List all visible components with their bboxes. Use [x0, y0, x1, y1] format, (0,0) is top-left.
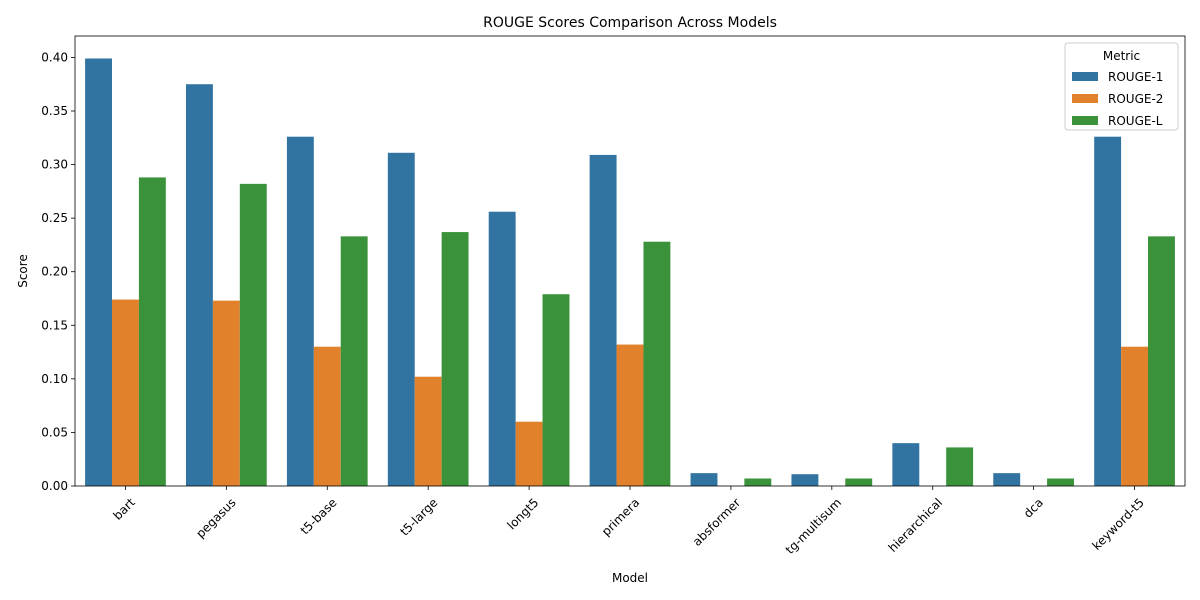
legend-swatch-rouge-2	[1072, 94, 1098, 103]
bar-rouge-l-hierarchical	[946, 447, 974, 486]
legend-swatch-rouge-1	[1072, 72, 1098, 81]
bar-rouge-1-longt5	[488, 211, 516, 486]
bar-rouge-l-t5-large	[441, 232, 469, 486]
chart-title: ROUGE Scores Comparison Across Models	[483, 15, 777, 31]
x-axis-label: Model	[612, 571, 648, 585]
bar-rouge-2-t5-large	[414, 376, 442, 486]
bar-rouge-1-hierarchical	[892, 443, 920, 486]
y-tick-label: 0.05	[41, 425, 68, 439]
bar-rouge-l-dca	[1047, 478, 1074, 486]
x-tick-label: tg-multisum	[783, 495, 844, 556]
bar-rouge-2-keyword-t5	[1121, 346, 1148, 486]
y-tick-label: 0.20	[41, 265, 68, 279]
bar-rouge-2-pegasus	[212, 300, 240, 486]
x-tick-label: bart	[110, 495, 138, 523]
x-tick-label: t5-base	[298, 495, 340, 537]
bar-rouge-l-keyword-t5	[1148, 236, 1175, 486]
bar-rouge-2-primera	[616, 344, 644, 486]
legend: Metric ROUGE-1 ROUGE-2 ROUGE-L	[1064, 42, 1179, 131]
y-tick-label: 0.10	[41, 372, 68, 386]
y-tick-label: 0.40	[41, 50, 68, 64]
bar-rouge-1-pegasus	[186, 84, 213, 486]
bar-rouge-1-t5-base	[286, 136, 314, 486]
y-tick-label: 0.30	[41, 158, 68, 172]
y-tick-label: 0.00	[41, 479, 68, 493]
y-tick-label: 0.25	[41, 211, 68, 225]
bar-rouge-l-primera	[643, 241, 671, 486]
bar-rouge-1-dca	[993, 473, 1021, 486]
x-tick-label: primera	[599, 495, 642, 538]
bar-rouge-1-tg-multisum	[791, 474, 819, 486]
y-tick-label: 0.15	[41, 318, 68, 332]
bar-rouge-2-t5-base	[313, 346, 341, 486]
y-axis-label: Score	[16, 254, 30, 288]
legend-swatch-rouge-l	[1072, 116, 1098, 125]
bar-rouge-1-primera	[589, 154, 617, 486]
bar-rouge-2-longt5	[515, 421, 543, 486]
x-tick-label: pegasus	[193, 495, 238, 540]
bar-rouge-1-bart	[85, 58, 112, 486]
bar-rouge-l-pegasus	[239, 183, 267, 486]
x-tick-label: absformer	[690, 495, 743, 548]
x-tick-label: longt5	[504, 495, 541, 532]
bars-layer	[85, 58, 1175, 487]
legend-title: Metric	[1103, 49, 1140, 63]
bar-rouge-2-bart	[112, 299, 139, 486]
x-tick-label: keyword-t5	[1089, 495, 1146, 552]
legend-label-rouge-1: ROUGE-1	[1108, 70, 1163, 84]
bar-rouge-l-t5-base	[340, 236, 368, 486]
bar-rouge-1-t5-large	[387, 152, 415, 487]
bar-rouge-l-bart	[138, 177, 166, 486]
legend-label-rouge-l: ROUGE-L	[1108, 114, 1163, 128]
y-tick-label: 0.35	[41, 104, 68, 118]
x-tick-label: hierarchical	[886, 495, 945, 554]
bar-rouge-1-keyword-t5	[1094, 136, 1122, 486]
bar-rouge-1-absformer	[690, 473, 718, 486]
bar-rouge-l-tg-multisum	[845, 478, 873, 486]
legend-box	[1064, 42, 1179, 131]
bar-rouge-l-longt5	[542, 294, 570, 486]
bar-rouge-l-absformer	[744, 478, 772, 486]
legend-label-rouge-2: ROUGE-2	[1108, 92, 1163, 106]
x-tick-label: dca	[1021, 495, 1046, 520]
x-tick-label: t5-large	[397, 495, 440, 538]
